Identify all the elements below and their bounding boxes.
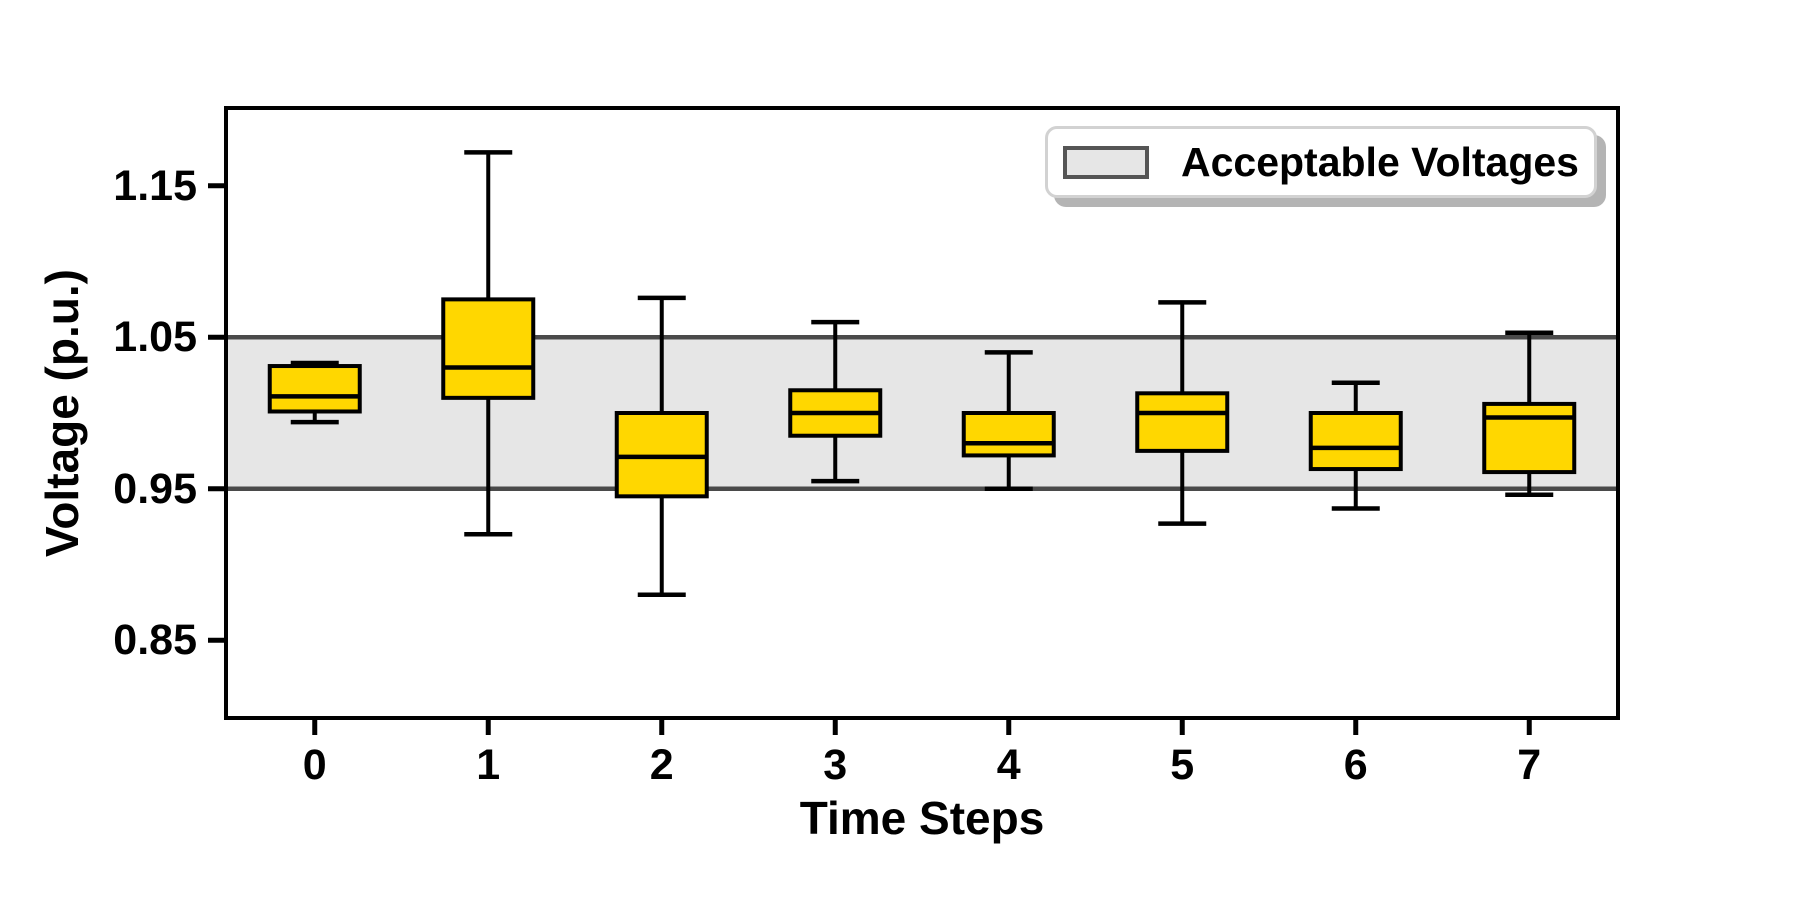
legend-label: Acceptable Voltages bbox=[1181, 138, 1579, 185]
x-tick-label: 0 bbox=[302, 741, 327, 789]
box bbox=[1135, 391, 1230, 453]
x-tick-label: 7 bbox=[1517, 741, 1542, 789]
plot-spines bbox=[224, 106, 1620, 720]
box bbox=[441, 297, 536, 400]
x-tick-label: 5 bbox=[1170, 741, 1195, 789]
x-tick-label: 3 bbox=[823, 741, 848, 789]
box bbox=[614, 411, 709, 499]
y-tick-label: 0.85 bbox=[113, 616, 197, 665]
y-tick-label: 1.15 bbox=[113, 161, 197, 210]
x-tick-label: 1 bbox=[476, 741, 501, 789]
x-tick-label: 4 bbox=[996, 741, 1021, 789]
x-tick-label: 2 bbox=[649, 741, 674, 789]
box bbox=[1308, 411, 1403, 472]
box bbox=[267, 364, 362, 414]
box bbox=[961, 411, 1056, 458]
y-tick-label: 1.05 bbox=[113, 313, 197, 362]
acceptable-band bbox=[228, 337, 1616, 489]
x-axis-label: Time Steps bbox=[799, 792, 1045, 844]
x-tick-label: 6 bbox=[1343, 741, 1368, 789]
acceptable-band-swatch bbox=[1063, 145, 1149, 179]
y-tick-label: 0.95 bbox=[113, 464, 197, 513]
box bbox=[1482, 401, 1577, 475]
legend: Acceptable Voltages bbox=[1045, 126, 1597, 198]
